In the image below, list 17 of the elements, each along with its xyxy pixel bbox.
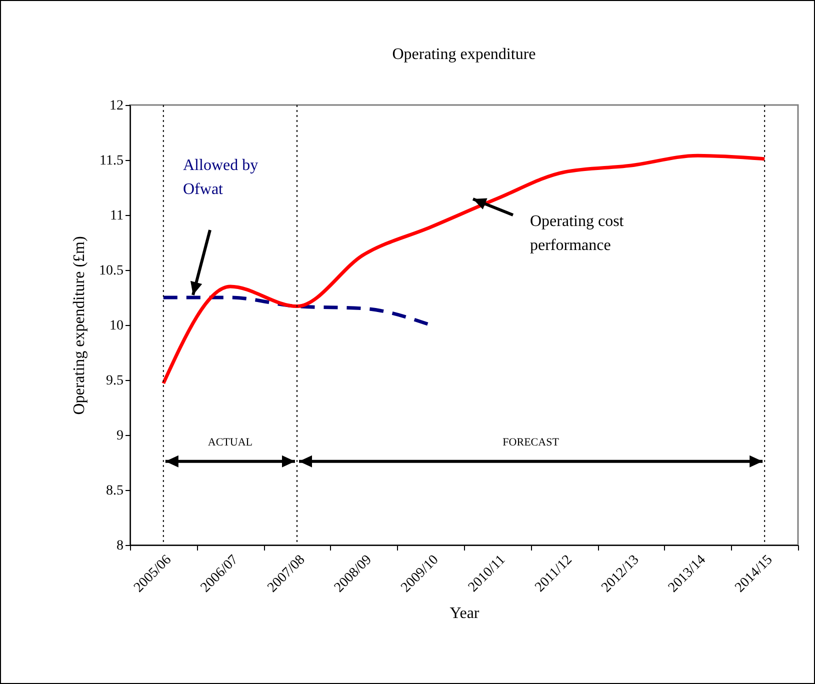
- annotation: FORECAST: [502, 436, 560, 448]
- chart-title: Operating expenditure: [392, 46, 536, 63]
- y-tick-label: 10: [110, 318, 124, 334]
- y-tick-label: 9.5: [106, 374, 124, 388]
- y-axis-title: Operating expenditure (£m): [71, 236, 88, 415]
- x-axis-title: Year: [450, 604, 480, 622]
- series-label: Operating cost performance: [530, 213, 624, 254]
- line-series: [162, 154, 766, 386]
- y-tick-label: 9: [116, 428, 124, 444]
- y-tick-label: 11: [110, 208, 124, 224]
- y-tick-label: 8: [116, 538, 124, 554]
- y-tick-label: 10.5: [99, 264, 124, 278]
- text: Allowed by Ofwat: [183, 157, 258, 198]
- y-tick-label: 8.5: [106, 484, 124, 498]
- y-tick-label: 11.5: [100, 154, 124, 168]
- y-tick-label: 12: [110, 98, 124, 114]
- annotation: ACTUAL: [208, 436, 253, 448]
